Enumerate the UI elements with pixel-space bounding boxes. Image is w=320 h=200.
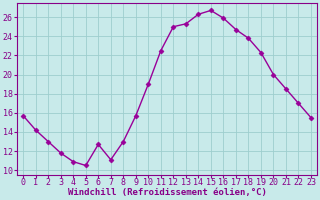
X-axis label: Windchill (Refroidissement éolien,°C): Windchill (Refroidissement éolien,°C) — [68, 188, 267, 197]
